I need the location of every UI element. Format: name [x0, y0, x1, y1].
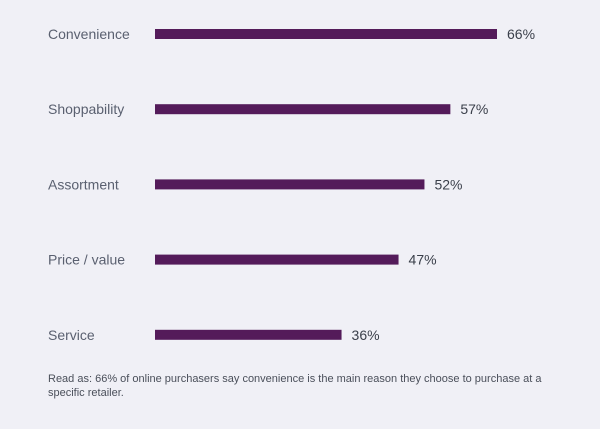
- bar-shoppability: [155, 104, 451, 115]
- value-label: 36%: [352, 327, 380, 343]
- value-label: 52%: [434, 176, 462, 192]
- value-label: 47%: [409, 252, 437, 268]
- category-label: Convenience: [48, 26, 130, 42]
- bar-assortment: [155, 179, 425, 190]
- category-label: Service: [48, 327, 95, 343]
- bar-convenience: [155, 29, 497, 39]
- value-label: 57%: [460, 101, 488, 117]
- footnote: Read as: 66% of online purchasers say co…: [48, 373, 542, 399]
- bar-price-value: [155, 254, 399, 265]
- value-label: 66%: [507, 26, 535, 42]
- category-label: Shoppability: [48, 101, 124, 117]
- category-label: Assortment: [48, 176, 119, 192]
- category-label: Price / value: [48, 252, 125, 268]
- bar-service: [155, 329, 342, 340]
